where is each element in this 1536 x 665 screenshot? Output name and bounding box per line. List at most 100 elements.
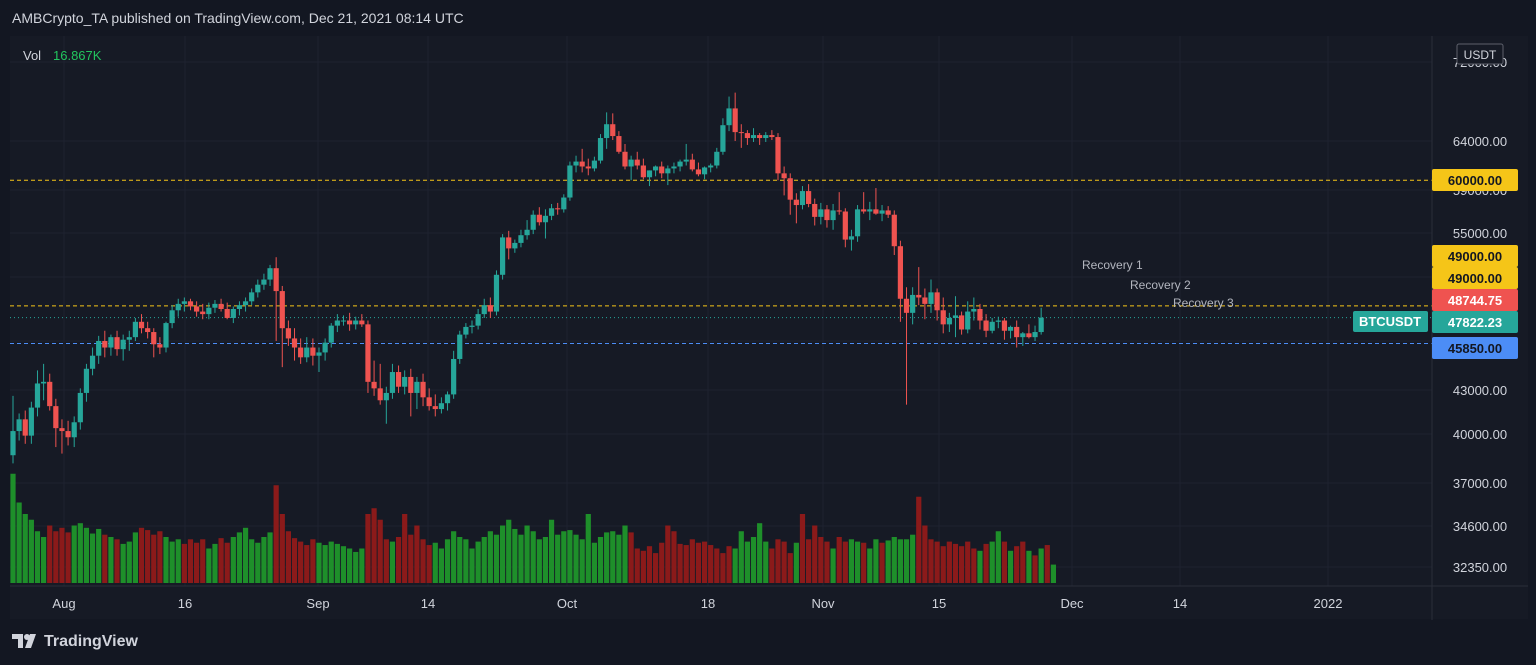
candle[interactable] <box>108 334 114 356</box>
candle[interactable] <box>102 330 108 358</box>
candle[interactable] <box>983 314 989 338</box>
candle[interactable] <box>138 314 145 334</box>
candle[interactable] <box>897 240 903 322</box>
candle[interactable] <box>408 368 414 417</box>
candle[interactable] <box>604 112 610 149</box>
candle[interactable] <box>249 288 255 306</box>
candle[interactable] <box>506 230 512 260</box>
candle[interactable] <box>885 206 891 218</box>
candle[interactable] <box>236 301 243 316</box>
candle[interactable] <box>1014 320 1020 348</box>
candle[interactable] <box>579 148 585 173</box>
candle[interactable] <box>285 320 291 346</box>
candle[interactable] <box>1020 332 1026 346</box>
candle[interactable] <box>910 287 916 325</box>
candle[interactable] <box>181 297 187 312</box>
candle[interactable] <box>628 155 634 181</box>
candle[interactable] <box>830 203 836 230</box>
candle[interactable] <box>536 207 542 226</box>
candle[interactable] <box>861 192 867 214</box>
candle[interactable] <box>561 194 567 213</box>
candle[interactable] <box>818 202 824 225</box>
candle[interactable] <box>1026 324 1032 339</box>
candle[interactable] <box>402 370 408 395</box>
candle[interactable] <box>1032 325 1038 341</box>
candle[interactable] <box>952 296 959 338</box>
candle[interactable] <box>714 147 720 169</box>
candle[interactable] <box>793 193 799 224</box>
candle[interactable] <box>806 184 812 208</box>
candle[interactable] <box>891 210 897 255</box>
candle[interactable] <box>377 363 383 405</box>
candle[interactable] <box>426 388 432 411</box>
candle[interactable] <box>267 264 273 286</box>
candle[interactable] <box>500 234 506 280</box>
candle[interactable] <box>836 192 842 215</box>
candle[interactable] <box>842 208 848 248</box>
candle[interactable] <box>328 323 334 348</box>
candle[interactable] <box>695 162 702 177</box>
candle[interactable] <box>812 198 818 226</box>
candle[interactable] <box>322 338 328 361</box>
candle[interactable] <box>132 317 138 341</box>
candle[interactable] <box>726 96 732 132</box>
candle[interactable] <box>242 297 249 312</box>
candle[interactable] <box>683 143 689 166</box>
candle[interactable] <box>665 165 671 186</box>
candle[interactable] <box>940 297 946 334</box>
candle[interactable] <box>787 173 793 215</box>
candle[interactable] <box>457 330 463 364</box>
candle[interactable] <box>701 166 708 180</box>
candle[interactable] <box>200 303 206 320</box>
candle[interactable] <box>720 118 726 155</box>
candle[interactable] <box>28 401 34 444</box>
candle[interactable] <box>145 321 151 339</box>
candle[interactable] <box>206 302 212 320</box>
candle[interactable] <box>316 347 322 373</box>
candle[interactable] <box>151 328 157 358</box>
candle[interactable] <box>965 301 971 334</box>
candle[interactable] <box>524 220 530 240</box>
candle[interactable] <box>934 288 940 321</box>
candle[interactable] <box>824 205 830 228</box>
candle[interactable] <box>530 210 536 235</box>
candle[interactable] <box>291 328 298 361</box>
candle[interactable] <box>340 315 347 326</box>
candle[interactable] <box>463 323 469 339</box>
candle[interactable] <box>946 312 952 333</box>
candle[interactable] <box>175 298 181 317</box>
candle[interactable] <box>83 363 90 402</box>
candle[interactable] <box>989 317 995 334</box>
candle[interactable] <box>41 363 47 401</box>
candle[interactable] <box>1007 325 1014 339</box>
candle[interactable] <box>298 338 304 364</box>
candle[interactable] <box>218 298 224 312</box>
candle[interactable] <box>995 316 1001 329</box>
candle[interactable] <box>916 267 922 306</box>
candle[interactable] <box>310 338 316 366</box>
candle[interactable] <box>689 153 695 172</box>
candle[interactable] <box>212 300 218 313</box>
candle[interactable] <box>781 166 787 196</box>
candle[interactable] <box>89 347 96 376</box>
candle[interactable] <box>959 311 965 335</box>
candle[interactable] <box>879 205 885 222</box>
candle[interactable] <box>414 376 420 410</box>
candle[interactable] <box>854 205 861 242</box>
candle[interactable] <box>22 410 28 444</box>
candle[interactable] <box>187 298 194 311</box>
candle[interactable] <box>371 360 377 396</box>
candle[interactable] <box>708 163 714 173</box>
candle[interactable] <box>555 202 561 215</box>
candle[interactable] <box>365 320 371 393</box>
candle[interactable] <box>971 297 977 321</box>
candle[interactable] <box>334 314 340 333</box>
candle[interactable] <box>114 330 120 356</box>
candle[interactable] <box>922 288 928 320</box>
candle[interactable] <box>347 312 353 331</box>
candle[interactable] <box>451 350 457 399</box>
candle[interactable] <box>763 132 769 142</box>
candle[interactable] <box>867 201 873 221</box>
candle[interactable] <box>977 303 983 330</box>
